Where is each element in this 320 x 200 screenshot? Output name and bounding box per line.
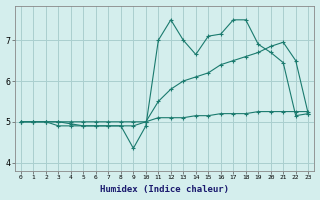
X-axis label: Humidex (Indice chaleur): Humidex (Indice chaleur): [100, 185, 229, 194]
